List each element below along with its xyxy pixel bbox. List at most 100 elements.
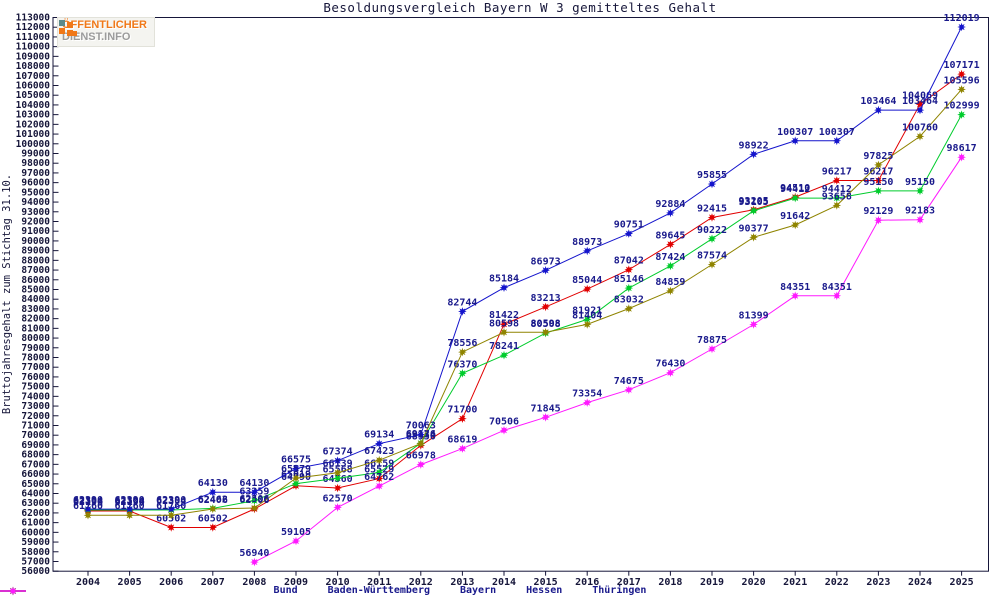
x-axis-tick-label: 2020 (742, 577, 766, 588)
y-axis-tick-label: 102000 (16, 119, 51, 130)
y-axis-tick-label: 106000 (16, 80, 51, 91)
site-logo[interactable]: ÖFFENTLICHER DIENST.INFO (57, 17, 155, 48)
data-point-label: 92415 (697, 203, 727, 214)
data-point-marker (666, 208, 675, 218)
data-point-label: 61760 (73, 501, 103, 512)
data-point-marker (915, 105, 925, 115)
data-point-marker (666, 240, 675, 249)
y-axis-tick-label: 82000 (21, 314, 50, 325)
y-axis-tick-label: 63000 (21, 498, 50, 509)
data-point-label: 62304 (156, 496, 186, 507)
data-point-marker (333, 456, 342, 465)
data-point-marker (707, 213, 717, 222)
data-point-label: 85146 (614, 274, 644, 285)
x-axis-tick-label: 2021 (783, 577, 807, 588)
logo-line2: DIENST.INFO (62, 30, 131, 43)
data-point-label: 62406 (198, 495, 228, 506)
data-point-marker (83, 510, 93, 520)
data-point-marker (915, 215, 925, 224)
data-point-marker (749, 320, 758, 329)
data-point-marker (291, 479, 301, 488)
data-point-label: 67423 (364, 446, 394, 457)
data-point-label: 103464 (902, 96, 938, 107)
x-axis-tick-label: 2015 (534, 577, 558, 588)
data-point-label: 92884 (655, 199, 685, 210)
y-axis-tick-label: 59000 (21, 537, 50, 548)
y-axis-tick-label: 111000 (16, 32, 51, 43)
data-point-marker (499, 426, 509, 435)
y-axis-tick-label: 68000 (21, 450, 50, 461)
y-axis-tick-label: 98000 (21, 158, 50, 169)
legend-label: Baden-Württemberg (327, 585, 430, 596)
legend-label: Hessen (526, 585, 563, 596)
data-point-label: 71700 (447, 405, 477, 416)
x-axis-tick-label: 2010 (326, 577, 350, 588)
data-point-label: 112019 (944, 13, 980, 24)
legend-item-bayern: Bayern (0, 585, 496, 596)
data-point-marker (416, 430, 426, 439)
data-point-marker (582, 398, 592, 407)
data-point-label: 62196 (73, 497, 103, 508)
data-point-marker (499, 328, 509, 337)
data-point-label: 66139 (323, 459, 353, 470)
data-point-marker (374, 439, 384, 448)
data-point-label: 94412 (780, 184, 810, 195)
y-axis-tick-label: 60000 (21, 527, 50, 538)
data-point-marker (333, 468, 342, 477)
data-point-label: 62506 (239, 494, 269, 505)
data-point-label: 64762 (364, 472, 394, 483)
data-point-marker (333, 483, 342, 493)
data-point-label: 62304 (73, 496, 103, 507)
data-point-marker (624, 229, 634, 238)
data-point-marker (541, 413, 550, 422)
data-point-label: 97825 (863, 151, 893, 162)
data-point-marker (374, 481, 384, 491)
series-hessen: 61760 61760 61760 62406 62506 65579 66139 67423… (73, 75, 980, 520)
data-point-marker (541, 302, 550, 312)
data-point-label: 96217 (822, 167, 852, 178)
data-point-label: 89645 (655, 230, 685, 241)
y-axis-tick-label: 77000 (21, 362, 50, 373)
data-point-label: 85184 (489, 274, 519, 285)
y-axis-tick-label: 94000 (21, 197, 50, 208)
data-point-marker (499, 319, 509, 329)
data-point-marker (208, 504, 218, 514)
data-point-label: 95150 (905, 177, 935, 188)
data-point-marker (582, 246, 592, 256)
y-axis-tick-label: 99000 (21, 148, 50, 159)
series-line-th-ringen (254, 156, 963, 563)
y-axis-tick-label: 112000 (16, 22, 51, 33)
y-axis-tick-label: 88000 (21, 255, 50, 266)
y-axis-tick-label: 73000 (21, 401, 50, 412)
data-point-label: 93205 (739, 196, 769, 207)
data-point-marker (458, 444, 467, 453)
data-point-label: 62390 (115, 495, 145, 506)
data-point-marker (458, 369, 467, 378)
data-point-label: 81422 (489, 310, 519, 321)
data-point-marker (333, 474, 342, 483)
data-point-label: 90751 (614, 220, 644, 231)
x-axis-tick-label: 2009 (284, 577, 308, 588)
data-point-marker (374, 468, 384, 477)
plot-border (52, 17, 989, 572)
y-axis-tick-label: 107000 (16, 71, 51, 82)
data-point-label: 87574 (697, 250, 727, 261)
data-point-label: 69134 (364, 430, 394, 441)
data-point-marker (707, 234, 717, 244)
y-axis-tick-label: 90000 (21, 236, 50, 247)
legend-item-bund: Bund (0, 585, 298, 596)
legend-label: Bund (273, 585, 298, 596)
data-point-label: 90377 (739, 223, 769, 234)
data-point-label: 62570 (323, 493, 353, 504)
data-point-label: 73354 (572, 389, 602, 400)
legend-label: Thüringen (592, 585, 647, 596)
data-point-label: 92183 (905, 206, 935, 217)
data-point-marker (499, 350, 509, 360)
data-point-label: 100307 (819, 127, 855, 138)
data-point-marker (749, 206, 758, 216)
x-axis-tick-label: 2017 (617, 577, 641, 588)
data-point-marker (957, 85, 966, 94)
data-point-marker (166, 510, 176, 520)
